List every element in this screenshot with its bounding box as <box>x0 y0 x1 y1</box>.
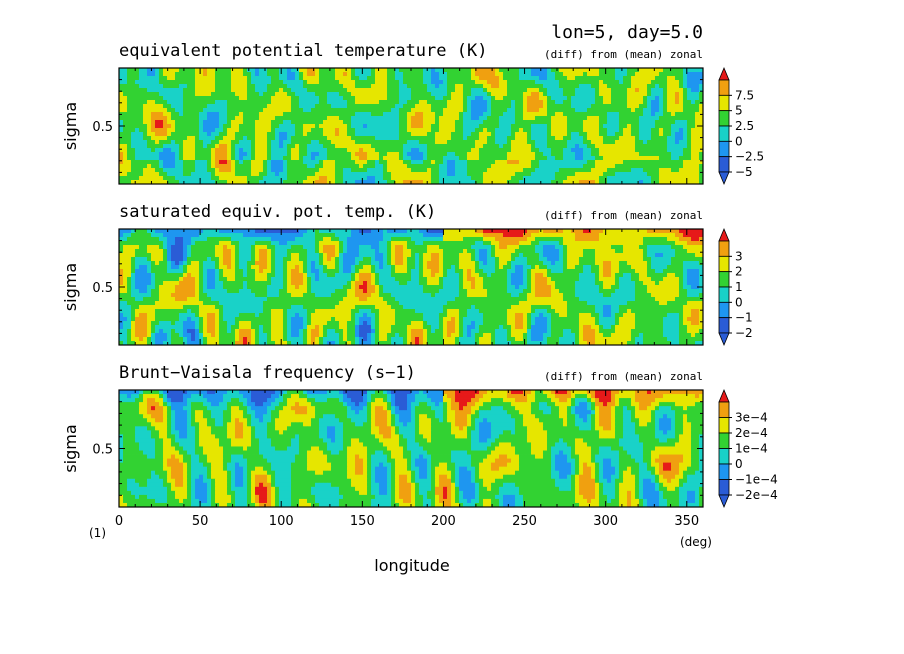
colorbar-label: −2e−4 <box>735 488 778 502</box>
colorbar-arrow-bottom <box>718 332 730 347</box>
colorbar-arrow-top <box>718 227 730 242</box>
colorbar: 3e−42e−4 1e−40 −1e−4−2e−4 <box>718 388 778 509</box>
x-tick-label: 300 <box>593 514 618 529</box>
colorbar-label: 5 <box>735 104 743 118</box>
colorbar-swatch <box>718 125 730 142</box>
y-axis-label: sigma <box>61 102 80 150</box>
colorbar-label: 1 <box>735 280 743 294</box>
colorbar-label: 1e−4 <box>735 442 768 456</box>
panel-2: saturated equiv. pot. temp. (K) (diff) fr… <box>61 202 753 347</box>
colorbar-swatch <box>718 156 730 173</box>
x-tick-label: 200 <box>431 514 456 529</box>
x-tick-label: 250 <box>512 514 537 529</box>
heatmap-field <box>119 229 704 346</box>
heatmap-field <box>119 390 704 508</box>
colorbar-label: 2 <box>735 265 743 279</box>
panel-subtitle: (diff) from (mean) zonal <box>544 48 703 61</box>
heatmap-field <box>119 68 704 185</box>
panel-subtitle: (diff) from (mean) zonal <box>544 370 703 383</box>
colorbar-label: 2e−4 <box>735 426 768 440</box>
y-axis-label: sigma <box>61 424 80 472</box>
colorbar-label: 3e−4 <box>735 411 768 425</box>
colorbar-label: 2.5 <box>735 119 754 133</box>
colorbar-swatch <box>718 110 730 127</box>
colorbar-label: 7.5 <box>735 88 754 102</box>
colorbar-label: −2.5 <box>735 150 764 164</box>
figure-title: lon=5, day=5.0 <box>551 22 703 43</box>
figure-index: (1) <box>89 526 106 540</box>
x-tick-label: 0 <box>115 514 123 529</box>
colorbar: 7.5 52.50 −2.5−5 <box>718 66 764 186</box>
panel-title: equivalent potential temperature (K) <box>119 41 487 61</box>
panel-title: Brunt−Vaisala frequency (s−1) <box>119 363 416 383</box>
panel-subtitle: (diff) from (mean) zonal <box>544 209 703 222</box>
colorbar-label: −2 <box>735 326 753 340</box>
colorbar-label: 0 <box>735 134 743 148</box>
colorbar-swatch <box>718 463 730 480</box>
x-tick-label: 100 <box>269 514 294 529</box>
colorbar: 3 210 −1−2 <box>718 227 753 347</box>
colorbar-label: −1e−4 <box>735 473 778 487</box>
panel-title: saturated equiv. pot. temp. (K) <box>119 202 436 222</box>
colorbar-swatch <box>718 317 730 334</box>
colorbar-swatch <box>718 401 730 418</box>
panel-1: equivalent potential temperature (K) (dif… <box>61 41 764 186</box>
x-axis-unit: (deg) <box>680 535 712 549</box>
colorbar-label: −1 <box>735 311 753 325</box>
y-axis-label: sigma <box>61 263 80 311</box>
panel-3: Brunt−Vaisala frequency (s−1) (diff) from… <box>61 363 778 529</box>
colorbar-arrow-top <box>718 388 730 403</box>
y-tick-label: 0.5 <box>92 120 113 135</box>
colorbar-swatch <box>718 286 730 303</box>
colorbar-label: 0 <box>735 295 743 309</box>
colorbar-swatch <box>718 240 730 257</box>
colorbar-swatch <box>718 255 730 273</box>
x-tick-label: 350 <box>674 514 699 529</box>
colorbar-swatch <box>718 271 730 288</box>
colorbar-swatch <box>718 140 730 158</box>
panels: equivalent potential temperature (K) (dif… <box>61 41 778 529</box>
colorbar-arrow-bottom <box>718 494 730 509</box>
x-tick-label: 50 <box>192 514 209 529</box>
x-tick-label: 150 <box>350 514 375 529</box>
colorbar-swatch <box>718 432 730 449</box>
colorbar-arrow-top <box>718 66 730 81</box>
colorbar-swatch <box>718 94 730 112</box>
colorbar-arrow-bottom <box>718 171 730 186</box>
colorbar-swatch <box>718 79 730 96</box>
colorbar-label: −5 <box>735 165 753 179</box>
colorbar-swatch <box>718 448 730 465</box>
x-axis-label: longitude <box>374 556 449 575</box>
colorbar-swatch <box>718 479 730 496</box>
colorbar-swatch <box>718 417 730 434</box>
colorbar-label: 0 <box>735 457 743 471</box>
colorbar-swatch <box>718 301 730 319</box>
colorbar-label: 3 <box>735 249 743 263</box>
y-tick-label: 0.5 <box>92 443 113 458</box>
y-tick-label: 0.5 <box>92 281 113 296</box>
